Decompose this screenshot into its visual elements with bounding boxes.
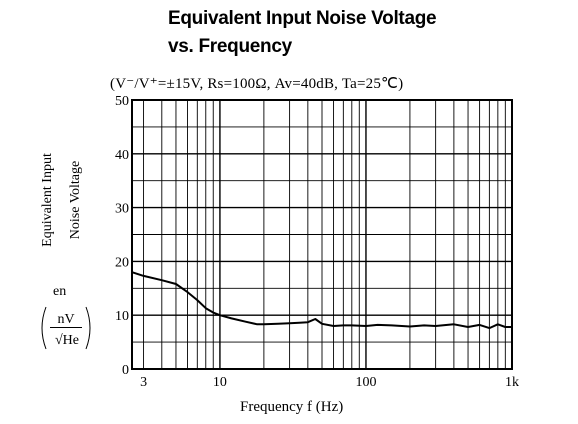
y-axis-unit: nV √He [41, 306, 91, 350]
chart-title-line1: Equivalent Input Noise Voltage [168, 8, 437, 29]
x-axis-label: Frequency f (Hz) [240, 399, 344, 415]
tick-labels: 0 10 20 30 40 50 3 10 100 1k [115, 94, 519, 390]
y-tick-label: 30 [115, 202, 129, 217]
chart-title-line2: vs. Frequency [168, 36, 292, 57]
y-tick-label: 0 [122, 363, 129, 378]
plot-frame [131, 99, 513, 370]
x-tick-label: 1k [505, 375, 519, 390]
grid [132, 100, 512, 369]
x-tick-label: 100 [355, 375, 376, 390]
y-unit-denominator: √He [55, 333, 79, 348]
noise-curve [131, 271, 512, 330]
y-unit-numerator: nV [57, 312, 74, 327]
x-tick-label: 3 [140, 375, 147, 390]
y-tick-label: 20 [115, 255, 129, 270]
x-tick-label: 10 [213, 375, 227, 390]
y-axis-symbol: en [53, 284, 67, 299]
y-tick-label: 10 [115, 309, 129, 324]
test-conditions: (V⁻/V⁺=±15V, Rs=100Ω, Av=40dB, Ta=25℃) [110, 76, 404, 92]
y-tick-label: 50 [115, 94, 129, 109]
y-tick-label: 40 [115, 148, 129, 163]
